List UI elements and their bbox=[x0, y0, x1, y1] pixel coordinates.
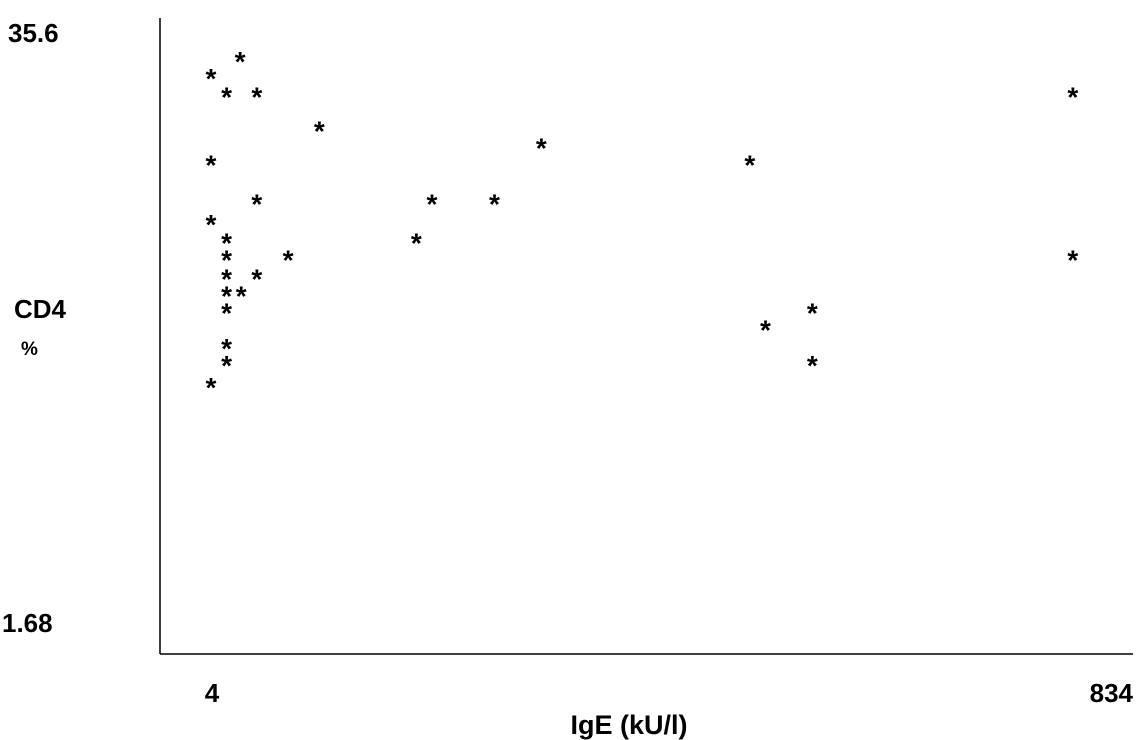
data-point-9: * bbox=[744, 150, 755, 181]
y-tick-max: 35.6 bbox=[8, 18, 59, 48]
data-point-8: * bbox=[206, 150, 217, 181]
data-point-26: * bbox=[221, 333, 232, 364]
data-point-1: * bbox=[235, 46, 246, 77]
data-point-27: * bbox=[221, 350, 232, 381]
data-point-18: * bbox=[1067, 245, 1078, 276]
y-axis-label: CD4 bbox=[14, 294, 67, 324]
data-point-20: * bbox=[251, 263, 262, 294]
data-point-7: * bbox=[536, 133, 547, 164]
data-point-11: * bbox=[426, 189, 437, 220]
data-point-12: * bbox=[489, 189, 500, 220]
data-point-15: * bbox=[411, 228, 422, 259]
data-point-2: * bbox=[206, 63, 217, 94]
data-point-3: * bbox=[221, 82, 232, 113]
data-point-13: * bbox=[206, 209, 217, 240]
data-point-19: * bbox=[221, 263, 232, 294]
data-point-16: * bbox=[221, 245, 232, 276]
y-tick-min: 1.68 bbox=[2, 608, 53, 638]
data-point-24: * bbox=[807, 297, 818, 328]
data-points: *** * **** ** * *** ** * ** ** ** **** ** bbox=[206, 46, 1079, 403]
data-point-5: * bbox=[1067, 82, 1078, 113]
data-point-29: * bbox=[206, 372, 217, 403]
data-point-23: * bbox=[221, 297, 232, 328]
data-point-14: * bbox=[221, 228, 232, 259]
x-axis-label: IgE (kU/l) bbox=[570, 710, 687, 740]
data-point-22: * bbox=[236, 280, 247, 311]
data-point-25: * bbox=[760, 314, 771, 345]
y-axis-unit: % bbox=[21, 339, 38, 360]
data-point-4: * bbox=[251, 82, 262, 113]
x-tick-max: 834 bbox=[1090, 678, 1134, 708]
data-point-6: * bbox=[314, 116, 325, 147]
data-point-28: * bbox=[807, 350, 818, 381]
data-point-21: * bbox=[221, 280, 232, 311]
x-tick-min: 4 bbox=[205, 678, 220, 708]
data-point-17: * bbox=[283, 245, 294, 276]
data-point-10: * bbox=[251, 189, 262, 220]
